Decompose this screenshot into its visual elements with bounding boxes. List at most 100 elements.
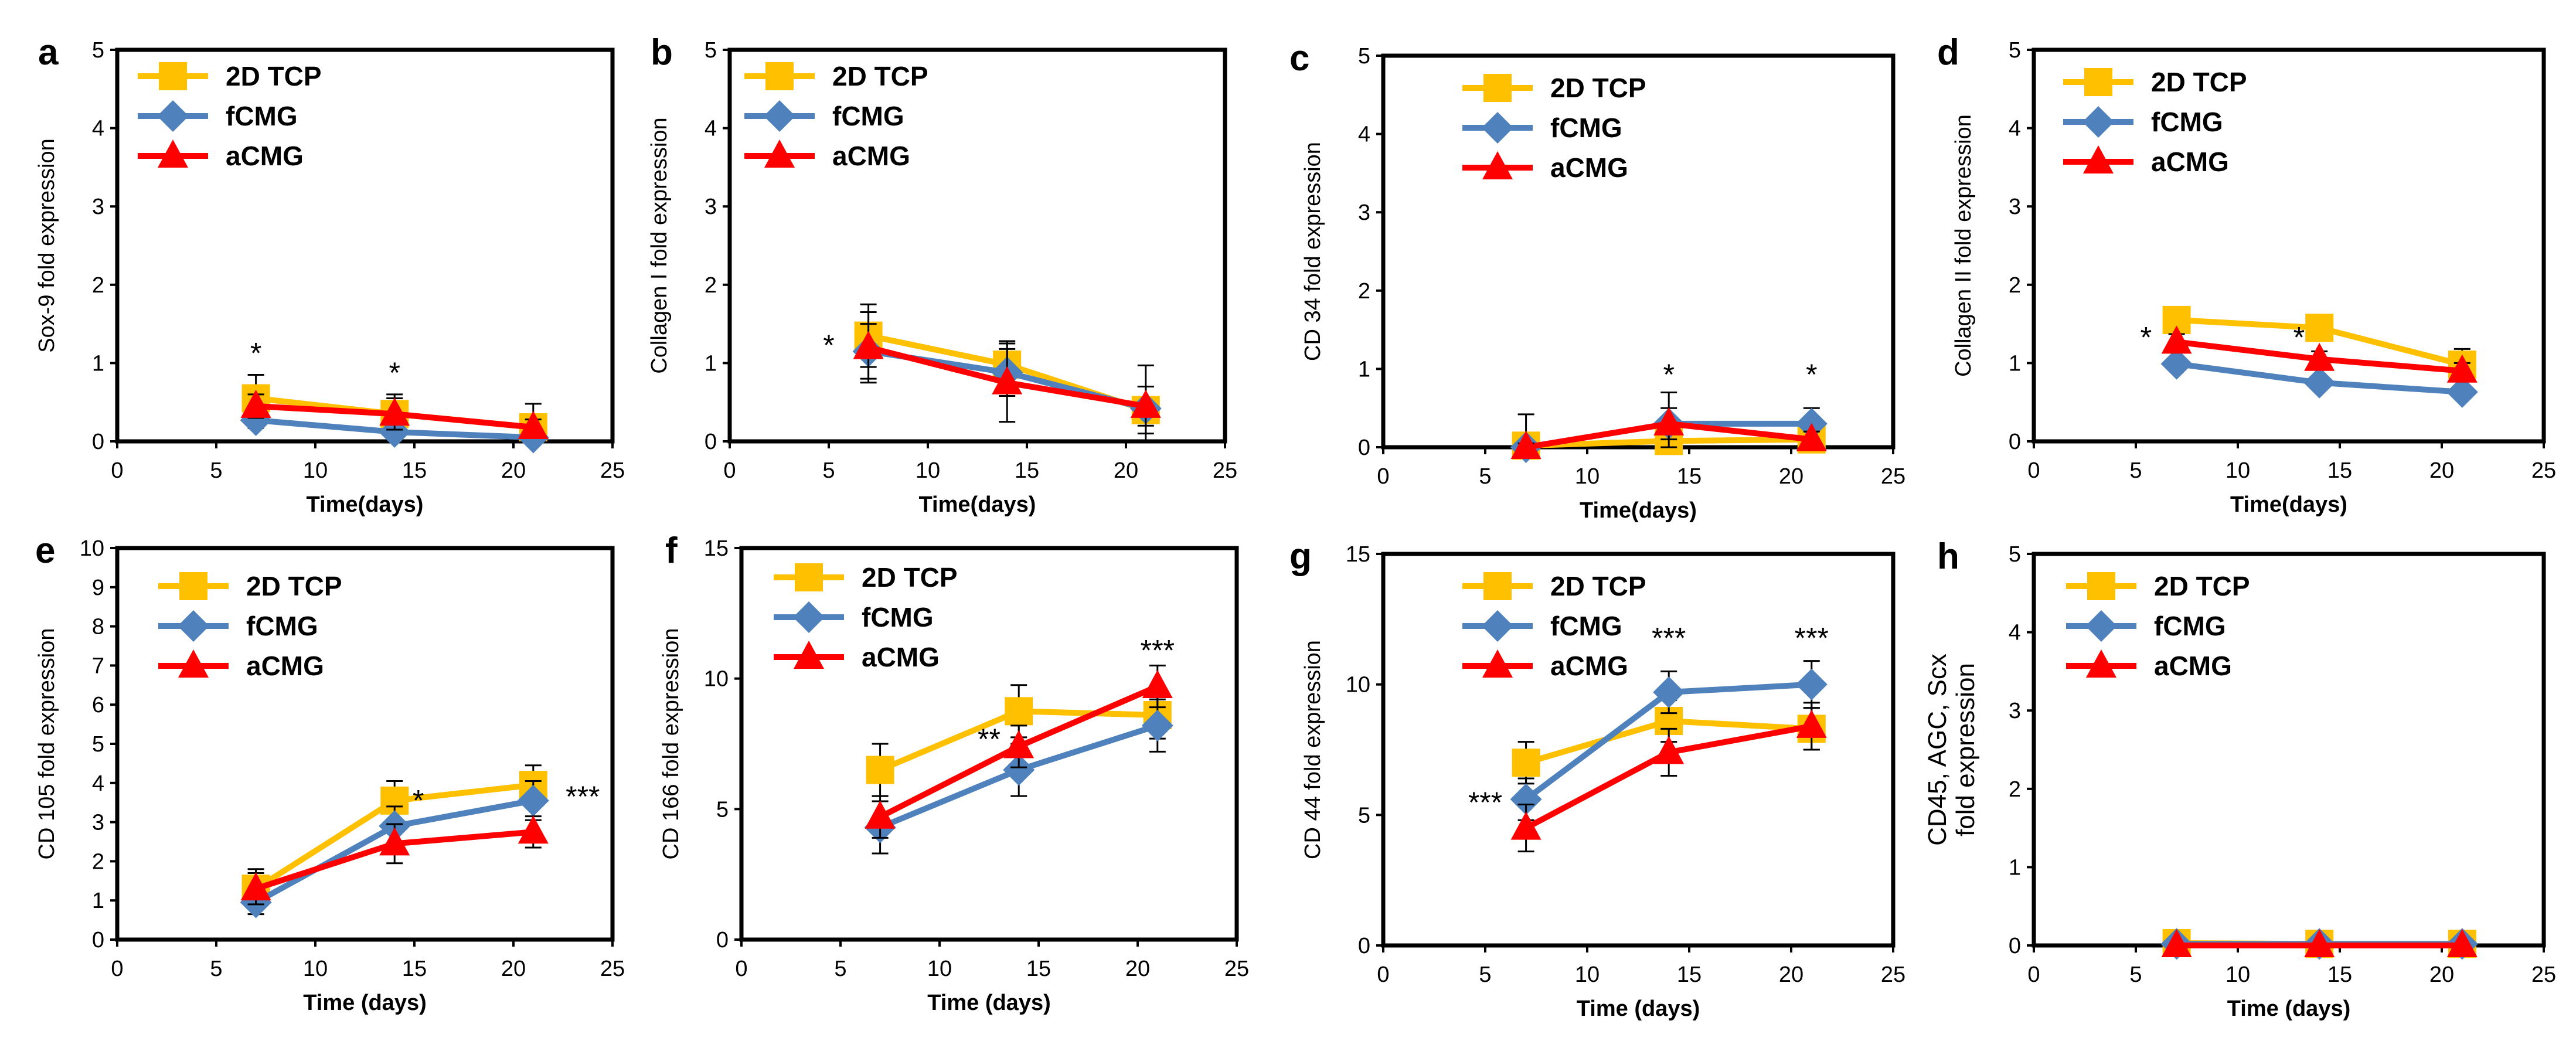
y-tick-label: 10 <box>1346 673 1370 698</box>
data-point <box>1795 668 1828 700</box>
panel-letter: f <box>665 530 678 571</box>
y-axis-label: fold expression <box>1951 663 1980 836</box>
significance-marker: ** <box>978 723 1001 756</box>
x-tick-label: 5 <box>822 458 835 483</box>
y-tick-label: 5 <box>1358 44 1370 69</box>
significance-marker: *** <box>1795 621 1829 654</box>
legend-label: 2D TCP <box>2154 571 2250 601</box>
x-tick-label: 0 <box>1377 962 1389 987</box>
y-tick-label: 3 <box>92 195 104 219</box>
legend: 2D TCP fCMG aCMG <box>1462 73 1646 183</box>
y-tick-label: 4 <box>2009 621 2021 645</box>
significance-marker: * <box>1806 358 1817 391</box>
panel-f: f 0 5 10 15 0 5 10 15 20 25 Time (days) CD 166 fold … <box>659 530 1249 1015</box>
x-tick-label: 0 <box>111 458 123 483</box>
x-tick-label: 5 <box>834 957 846 981</box>
legend: 2D TCP fCMG aCMG <box>744 61 928 171</box>
legend-marker <box>1482 610 1513 642</box>
plot-frame <box>115 47 615 444</box>
x-tick-label: 10 <box>1575 464 1600 489</box>
legend-label: fCMG <box>2154 611 2226 641</box>
data-point <box>1130 389 1161 418</box>
x-tick-label: 25 <box>2531 458 2556 483</box>
y-tick-label: 1 <box>92 889 104 913</box>
y-tick-label: 4 <box>705 117 717 141</box>
data-point <box>2446 929 2478 957</box>
y-tick-label: 10 <box>80 536 104 561</box>
legend-label: 2D TCP <box>832 61 928 91</box>
y-tick-label: 15 <box>1346 542 1370 567</box>
legend-label: fCMG <box>246 611 318 641</box>
data-point <box>2446 376 2478 408</box>
y-tick-label: 0 <box>2009 430 2021 454</box>
panel-letter: e <box>35 530 55 571</box>
legend-label: 2D TCP <box>862 562 958 593</box>
legend-marker <box>764 140 795 168</box>
x-axis-label: Time (days) <box>1577 996 1700 1021</box>
x-tick-label: 25 <box>600 458 625 483</box>
legend-label: 2D TCP <box>1550 571 1646 601</box>
y-tick-label: 2 <box>705 273 717 298</box>
legend-label: aCMG <box>862 642 940 672</box>
data-point <box>240 389 271 418</box>
legend: 2D TCP fCMG aCMG <box>2066 571 2250 681</box>
significance-marker: * <box>2141 321 2152 354</box>
legend-label: fCMG <box>226 101 298 131</box>
y-axis-label: Sox-9 fold expression <box>35 138 59 352</box>
y-tick-label: 6 <box>92 693 104 717</box>
x-axis-label: Time(days) <box>919 492 1036 517</box>
data-point <box>1510 431 1541 459</box>
y-tick-label: 2 <box>2009 273 2021 298</box>
panel-a: a 0 1 2 3 4 5 0 5 10 15 20 25 Time(days) Sox-9 fold ex… <box>35 32 625 517</box>
series-acmg <box>240 389 549 439</box>
legend-label: aCMG <box>2151 147 2229 177</box>
series-acmg <box>2161 929 2478 957</box>
data-point <box>2304 929 2335 957</box>
data-point <box>1510 783 1542 815</box>
panel-letter: a <box>38 32 59 73</box>
legend-label: aCMG <box>226 141 304 171</box>
data-point <box>2303 366 2336 399</box>
x-tick-label: 25 <box>600 957 625 981</box>
panel-b: b 0 1 2 3 4 5 0 5 10 15 20 25 Time(days) Collagen I fo… <box>647 32 1237 517</box>
panel-e: e 0 1 2 3 4 5 6 7 8 9 10 0 5 10 15 20 25 Time (days) CD 105… <box>35 530 625 1015</box>
y-tick-label: 3 <box>2009 195 2021 219</box>
data-point <box>1510 811 1541 840</box>
panel-letter: g <box>1289 536 1312 577</box>
y-tick-label: 1 <box>705 351 717 376</box>
significance-marker: *** <box>1141 634 1175 666</box>
legend-marker <box>178 649 209 678</box>
data-point <box>1796 709 1827 738</box>
plot-frame <box>739 546 1239 942</box>
legend-marker <box>178 610 209 642</box>
x-tick-label: 5 <box>210 458 222 483</box>
legend-marker <box>2084 68 2112 96</box>
legend-marker <box>179 572 207 600</box>
significance-marker: *** <box>1652 621 1686 654</box>
y-tick-label: 5 <box>92 732 104 757</box>
panel-letter: d <box>1937 32 1959 73</box>
y-tick-label: 5 <box>2009 38 2021 63</box>
data-point <box>1653 676 1685 709</box>
significance-marker: * <box>823 329 834 362</box>
x-tick-label: 10 <box>927 957 952 981</box>
y-tick-label: 2 <box>92 273 104 298</box>
legend-marker <box>157 100 189 132</box>
legend-label: aCMG <box>1550 651 1628 681</box>
legend-marker <box>1483 74 1512 102</box>
legend-label: fCMG <box>1550 611 1622 641</box>
y-tick-label: 0 <box>92 928 104 952</box>
series-acmg <box>865 664 1173 839</box>
y-tick-label: 2 <box>2009 777 2021 802</box>
legend: 2D TCP fCMG aCMG <box>138 61 322 171</box>
y-tick-label: 15 <box>704 536 729 561</box>
x-tick-label: 25 <box>1881 464 1905 489</box>
panel-g: g 0 5 10 15 0 5 10 15 20 25 Time (days) CD 44 fold e… <box>1289 536 1905 1021</box>
legend-label: 2D TCP <box>2151 67 2247 97</box>
legend-label: 2D TCP <box>246 571 342 601</box>
x-tick-label: 15 <box>1677 464 1702 489</box>
y-tick-label: 5 <box>716 797 729 822</box>
y-axis-label: CD 34 fold expression <box>1301 142 1325 361</box>
x-tick-label: 0 <box>111 957 123 981</box>
y-tick-label: 4 <box>92 117 104 141</box>
